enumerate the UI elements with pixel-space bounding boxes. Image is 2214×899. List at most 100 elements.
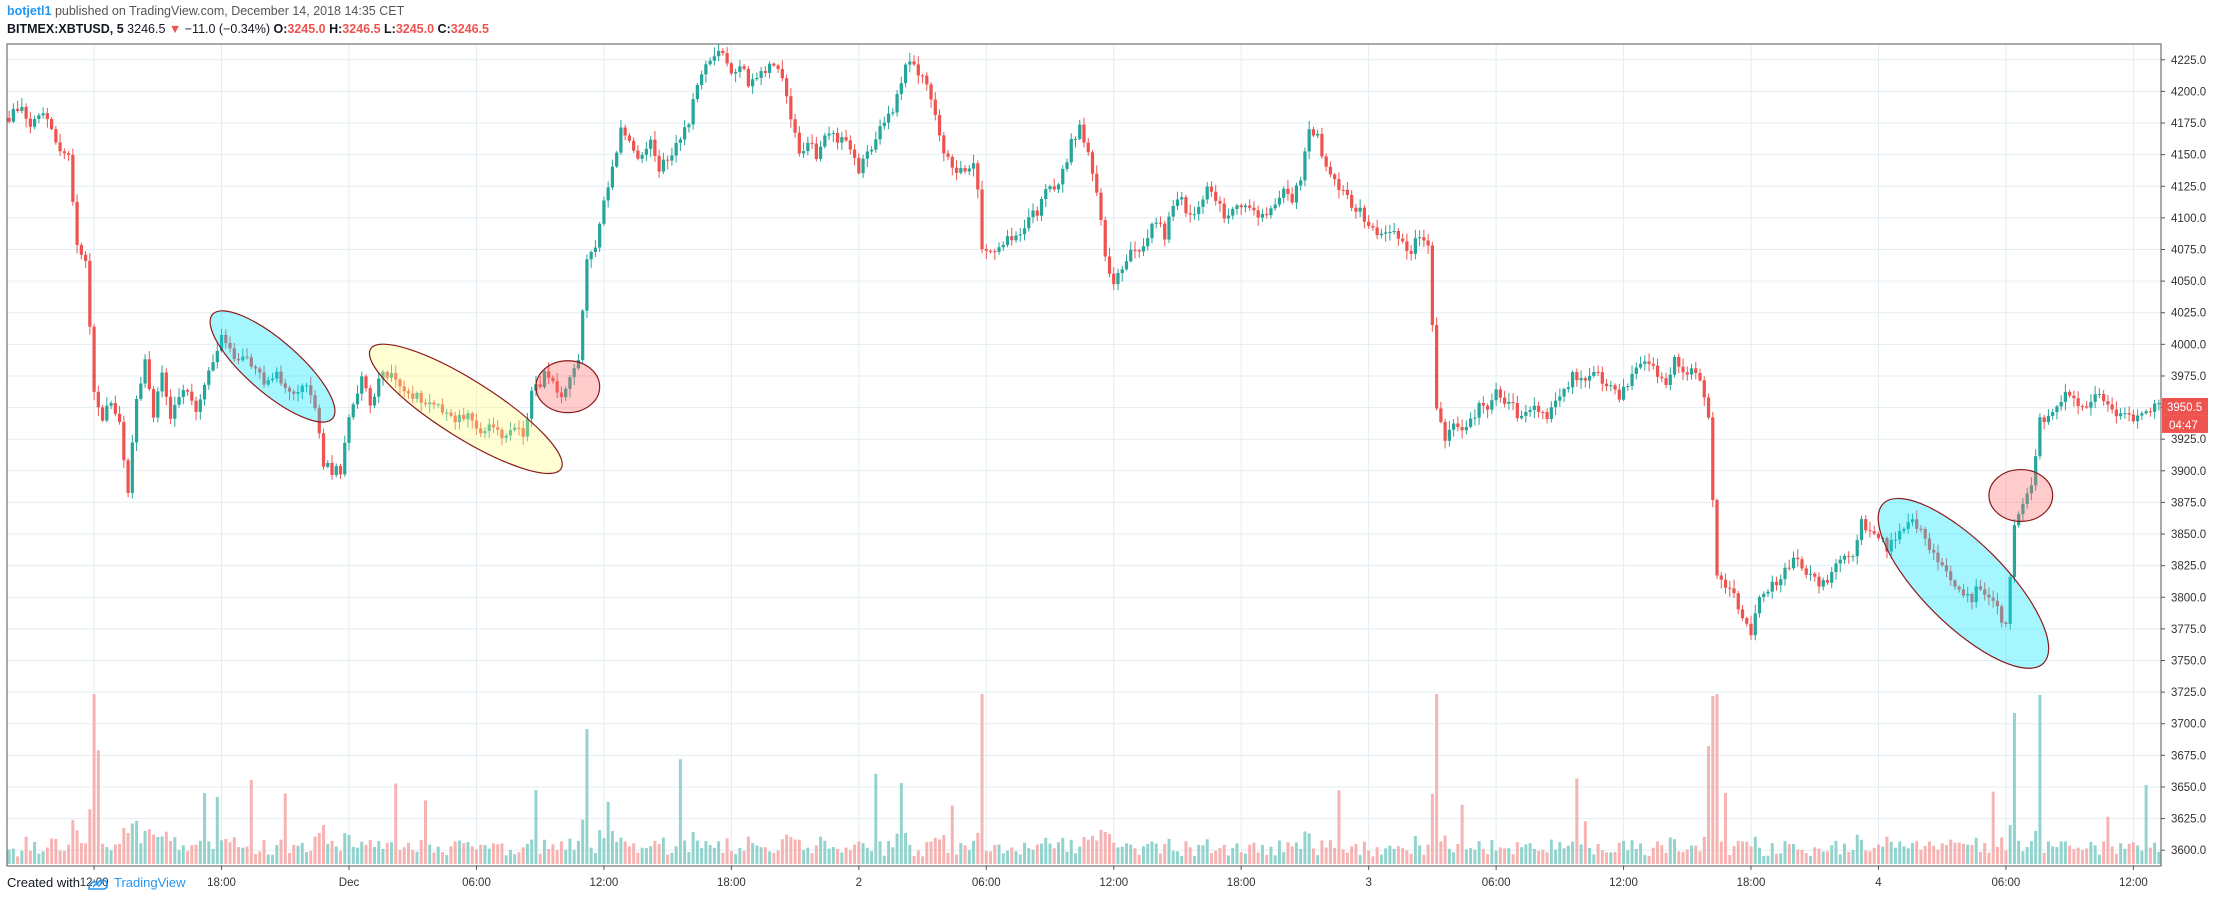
volume-bar bbox=[1719, 841, 1723, 864]
volume-bar bbox=[1592, 854, 1596, 864]
tradingview-link[interactable]: TradingView bbox=[114, 875, 186, 890]
volume-bar bbox=[1226, 855, 1230, 864]
candle-body bbox=[1825, 580, 1830, 583]
candle-body bbox=[776, 65, 780, 69]
candle-body bbox=[1736, 593, 1740, 610]
volume-bar bbox=[1069, 839, 1073, 864]
candle-body bbox=[2072, 395, 2076, 399]
candle-body bbox=[971, 163, 976, 169]
volume-bar bbox=[725, 838, 729, 864]
candle-body bbox=[2038, 417, 2042, 457]
candle-body bbox=[2059, 401, 2063, 407]
volume-bar bbox=[1409, 853, 1413, 864]
volume-bar bbox=[793, 839, 797, 864]
volume-bar bbox=[606, 801, 610, 864]
volume-bar bbox=[1388, 845, 1392, 864]
volume-bar bbox=[1668, 837, 1672, 864]
volume-bar bbox=[228, 842, 232, 864]
candle-body bbox=[882, 122, 886, 127]
volume-bar bbox=[1724, 792, 1728, 864]
candle-body bbox=[2140, 413, 2144, 416]
price-tick-label: 4125.0 bbox=[2171, 181, 2206, 193]
candle-body bbox=[746, 68, 750, 87]
volume-bar bbox=[181, 845, 185, 864]
price-tick-label: 3975.0 bbox=[2171, 371, 2206, 383]
candle-body bbox=[423, 402, 428, 405]
time-tick-label: 12:00 bbox=[1099, 877, 1128, 889]
time-tick-label: 2 bbox=[856, 877, 862, 889]
candle-body bbox=[262, 372, 266, 385]
candle-body bbox=[1668, 374, 1672, 385]
candle-body bbox=[394, 373, 398, 380]
volume-bar bbox=[2017, 840, 2021, 864]
candle-body bbox=[784, 78, 789, 97]
price-tick-label: 4200.0 bbox=[2171, 86, 2206, 98]
volume-bar bbox=[619, 837, 623, 864]
volume-bar bbox=[984, 850, 988, 864]
candle-body bbox=[988, 250, 993, 252]
price-tick-label: 4025.0 bbox=[2171, 308, 2206, 320]
volume-bar bbox=[1086, 839, 1090, 864]
candle-body bbox=[1277, 197, 1282, 205]
candle-body bbox=[1910, 519, 1915, 523]
candle-body bbox=[1783, 567, 1787, 580]
volume-bar bbox=[1885, 836, 1889, 864]
volume-bar bbox=[1983, 842, 1987, 864]
volume-bar bbox=[2029, 841, 2033, 864]
candle-body bbox=[483, 430, 487, 434]
volume-bar bbox=[198, 840, 202, 864]
volume-bar bbox=[2080, 849, 2084, 864]
candle-body bbox=[1558, 396, 1562, 401]
candle-body bbox=[2017, 514, 2021, 526]
candle-body bbox=[1214, 191, 1218, 201]
volume-bar bbox=[368, 839, 372, 864]
candle-body bbox=[1426, 240, 1430, 246]
candle-body bbox=[215, 350, 219, 363]
candle-body bbox=[1154, 222, 1158, 224]
volume-bar bbox=[1379, 854, 1383, 864]
volume-bar bbox=[1430, 793, 1434, 864]
candle-body bbox=[2093, 394, 2097, 402]
volume-bar bbox=[1872, 847, 1876, 864]
volume-bar bbox=[79, 842, 83, 864]
candle-body bbox=[763, 71, 767, 73]
symbol-name[interactable]: BITMEX:XBTUSD, 5 bbox=[7, 22, 124, 36]
volume-bar bbox=[1141, 846, 1145, 864]
volume-bar bbox=[1537, 851, 1541, 864]
volume-bar bbox=[1876, 844, 1880, 864]
volume-bar bbox=[1095, 840, 1099, 864]
volume-bar bbox=[457, 840, 461, 864]
volume-bar bbox=[135, 820, 139, 864]
volume-bar bbox=[708, 845, 712, 864]
author-link[interactable]: botjetl1 bbox=[7, 4, 52, 18]
volume-bar bbox=[887, 840, 891, 864]
volume-bar bbox=[1396, 846, 1400, 864]
candle-body bbox=[1885, 537, 1889, 552]
last-price: 3246.5 bbox=[127, 22, 166, 36]
volume-bar bbox=[232, 837, 236, 864]
volume-bar bbox=[615, 841, 619, 864]
volume-bar bbox=[313, 836, 317, 864]
candle-body bbox=[292, 391, 296, 394]
volume-bar bbox=[530, 839, 534, 864]
volume-bar bbox=[836, 848, 840, 864]
candle-body bbox=[2042, 417, 2046, 423]
candle-body bbox=[589, 252, 593, 260]
volume-bar bbox=[1961, 843, 1965, 864]
volume-bar bbox=[759, 847, 763, 864]
candle-body bbox=[1282, 188, 1286, 198]
candle-body bbox=[627, 135, 632, 141]
high-value: 3246.5 bbox=[342, 22, 381, 36]
volume-bar bbox=[1027, 848, 1031, 864]
candle-body bbox=[1655, 365, 1660, 377]
candle-body bbox=[1868, 530, 1872, 532]
volume-bar bbox=[1792, 843, 1795, 864]
volume-bar bbox=[147, 829, 151, 864]
annotation-ellipse bbox=[368, 343, 563, 475]
volume-bar bbox=[1035, 844, 1039, 864]
candle-body bbox=[58, 142, 62, 152]
time-tick-label: 18:00 bbox=[1227, 877, 1256, 889]
candle-body bbox=[151, 389, 156, 418]
candle-body bbox=[1120, 269, 1124, 274]
